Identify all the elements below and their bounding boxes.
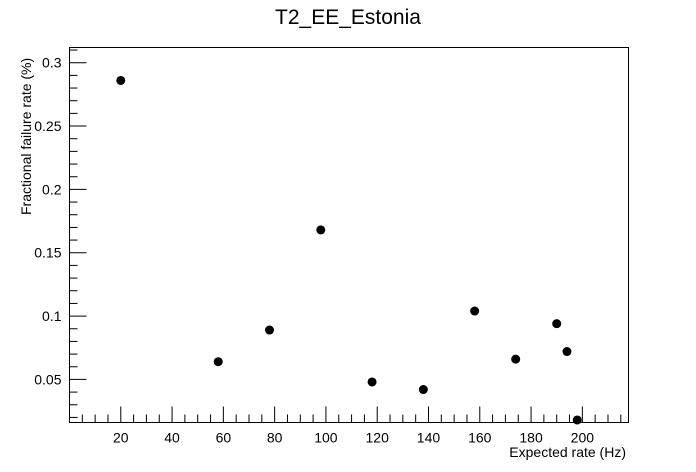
data-point <box>552 319 562 329</box>
x-tick-label: 80 <box>267 430 283 446</box>
y-tick-label: 0.2 <box>42 181 62 197</box>
y-tick-label: 0.25 <box>34 118 61 134</box>
data-point <box>213 357 223 367</box>
y-axis <box>69 49 87 418</box>
x-tick-label: 200 <box>571 430 595 446</box>
x-axis-label: Expected rate (Hz) <box>509 444 626 460</box>
x-tick-label: 60 <box>216 430 232 446</box>
x-tick-label: 180 <box>519 430 543 446</box>
data-point <box>470 306 480 316</box>
x-tick-label: 140 <box>417 430 441 446</box>
data-point <box>562 347 572 357</box>
x-tick-label: 20 <box>113 430 129 446</box>
x-axis <box>81 406 622 423</box>
y-tick-label: 0.3 <box>42 55 62 71</box>
data-point <box>367 377 377 387</box>
x-tick-label: 40 <box>164 430 180 446</box>
y-tick-label: 0.15 <box>34 245 61 261</box>
data-point <box>316 225 326 235</box>
plot-frame <box>69 47 629 423</box>
x-tick-label: 120 <box>366 430 390 446</box>
data-point <box>418 385 428 395</box>
x-tick-label: 160 <box>468 430 492 446</box>
data-point <box>116 75 126 85</box>
data-point <box>265 325 275 335</box>
data-point <box>572 415 582 425</box>
y-tick-label: 0.05 <box>34 371 61 387</box>
y-tick-labels: 0.05 0.1 0.15 0.2 0.25 0.3 <box>34 55 61 388</box>
y-axis-label: Fractional failure rate (%) <box>18 58 34 215</box>
data-points <box>116 75 582 425</box>
x-tick-labels: 20 40 60 80 100 120 140 160 180 200 <box>113 430 594 446</box>
y-tick-label: 0.1 <box>42 308 62 324</box>
chart-title: T2_EE_Estonia <box>275 6 421 29</box>
x-tick-label: 100 <box>314 430 338 446</box>
data-point <box>511 354 521 364</box>
